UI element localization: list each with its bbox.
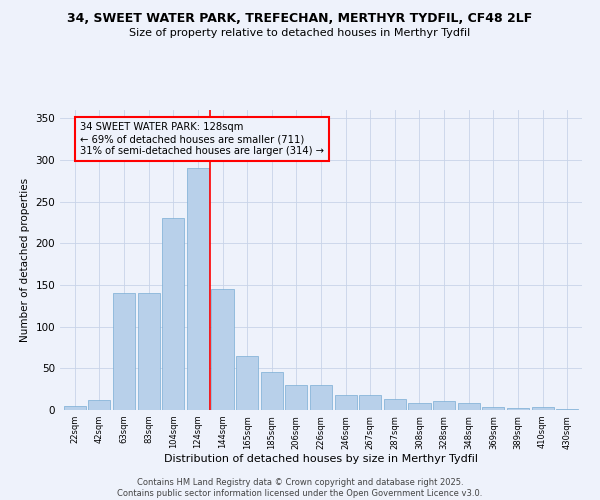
Bar xyxy=(335,395,357,410)
Text: 34, SWEET WATER PARK, TREFECHAN, MERTHYR TYDFIL, CF48 2LF: 34, SWEET WATER PARK, TREFECHAN, MERTHYR… xyxy=(67,12,533,26)
Bar xyxy=(260,372,283,410)
Text: 34 SWEET WATER PARK: 128sqm
← 69% of detached houses are smaller (711)
31% of se: 34 SWEET WATER PARK: 128sqm ← 69% of det… xyxy=(80,122,323,156)
Bar xyxy=(409,402,431,410)
Bar xyxy=(458,404,480,410)
Bar xyxy=(556,409,578,410)
Bar xyxy=(88,400,110,410)
Bar xyxy=(162,218,184,410)
Bar xyxy=(113,294,135,410)
Bar xyxy=(310,385,332,410)
Bar xyxy=(137,294,160,410)
Bar xyxy=(433,401,455,410)
X-axis label: Distribution of detached houses by size in Merthyr Tydfil: Distribution of detached houses by size … xyxy=(164,454,478,464)
Text: Contains HM Land Registry data © Crown copyright and database right 2025.
Contai: Contains HM Land Registry data © Crown c… xyxy=(118,478,482,498)
Bar xyxy=(236,356,258,410)
Bar xyxy=(384,399,406,410)
Bar xyxy=(507,408,529,410)
Bar xyxy=(187,168,209,410)
Bar xyxy=(285,385,307,410)
Bar xyxy=(482,406,505,410)
Bar xyxy=(359,395,382,410)
Y-axis label: Number of detached properties: Number of detached properties xyxy=(20,178,30,342)
Text: Size of property relative to detached houses in Merthyr Tydfil: Size of property relative to detached ho… xyxy=(130,28,470,38)
Bar xyxy=(64,406,86,410)
Bar xyxy=(532,406,554,410)
Bar xyxy=(211,289,233,410)
